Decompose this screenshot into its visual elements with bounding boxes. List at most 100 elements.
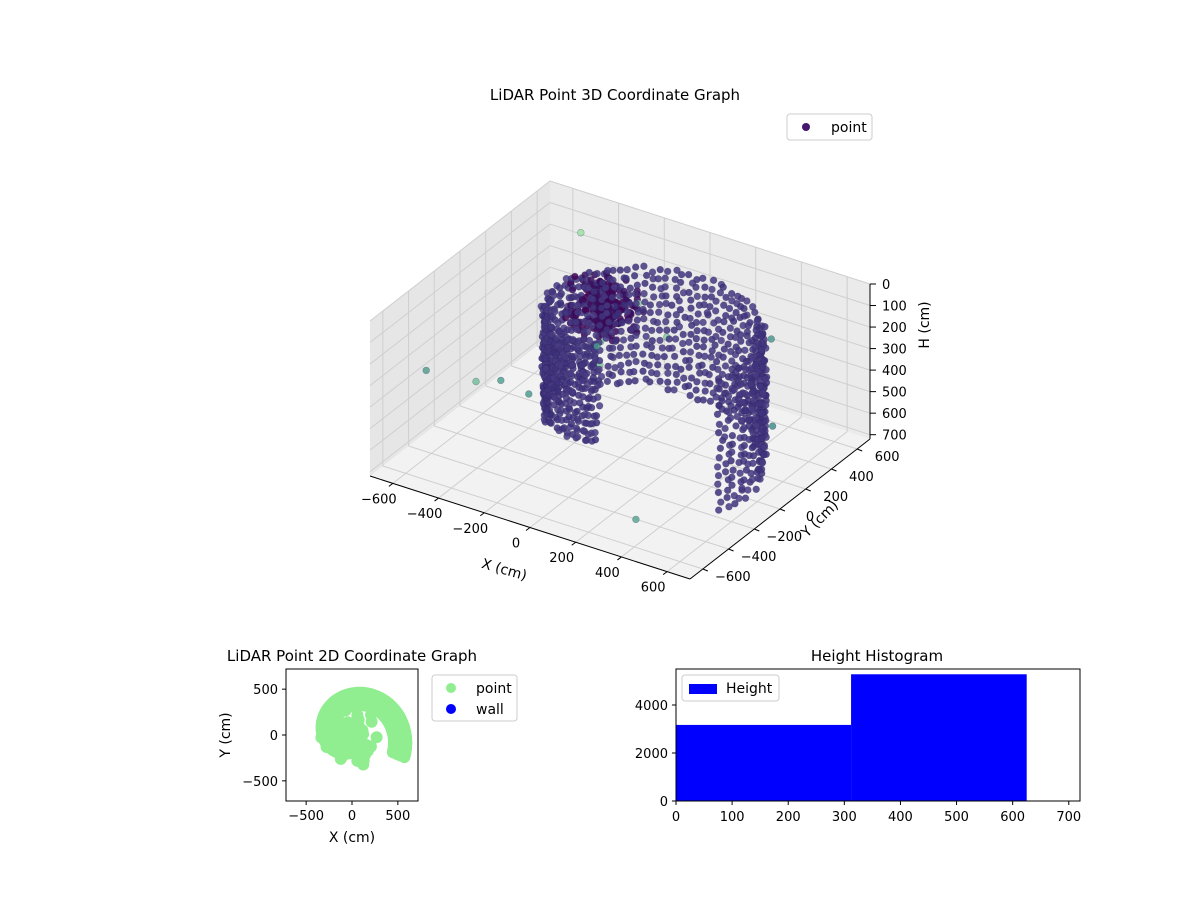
point-3d — [748, 389, 756, 397]
point-3d — [734, 364, 743, 372]
x-tick-3d — [479, 512, 485, 517]
x-tick-label-3d: −200 — [452, 522, 488, 537]
point-3d — [632, 323, 641, 331]
point-3d — [727, 289, 736, 298]
point-3d — [686, 314, 694, 323]
point-3d — [768, 422, 777, 430]
x-axis-label-2d: X (cm) — [329, 830, 375, 846]
point-3d — [561, 353, 569, 361]
chart-2d: LiDAR Point 2D Coordinate Graph −500 0 500… — [218, 647, 518, 846]
point-2d — [339, 704, 352, 717]
legend-histogram-swatch — [689, 684, 717, 694]
point-3d — [617, 327, 625, 335]
point-3d — [693, 327, 701, 335]
point-3d — [735, 346, 743, 355]
point-3d — [756, 382, 764, 390]
point-2d — [351, 754, 364, 767]
y-tick-label-2d: −500 — [242, 775, 278, 790]
point-3d — [713, 410, 722, 418]
grid-line-z-back — [549, 180, 871, 285]
point-3d — [701, 387, 709, 395]
point-3d — [597, 372, 606, 381]
point-3d — [685, 363, 693, 371]
y-tick-3d — [754, 528, 760, 532]
point-3d — [632, 357, 640, 366]
point-3d — [712, 357, 721, 366]
point-3d — [751, 334, 760, 342]
point-3d — [648, 326, 656, 335]
point-3d — [675, 323, 684, 331]
x-tick-label-3d: −600 — [361, 492, 397, 507]
point-3d — [760, 443, 769, 452]
point-3d — [684, 270, 693, 279]
point-3d — [616, 283, 625, 291]
point-3d — [721, 424, 729, 433]
point-3d — [740, 312, 748, 320]
y-tick-label-2d: 0 — [270, 729, 278, 744]
point-3d — [728, 440, 737, 448]
point-3d — [653, 353, 662, 361]
point-3d — [592, 412, 601, 420]
point-3d — [422, 366, 430, 375]
point-3d — [632, 331, 640, 339]
point-3d — [622, 351, 631, 359]
point-3d — [711, 341, 719, 349]
point-3d — [737, 337, 745, 345]
point-3d — [693, 342, 701, 350]
x-tick-label-2d: 0 — [348, 809, 356, 824]
point-3d — [640, 315, 648, 323]
point-3d — [758, 409, 766, 417]
y-axis-label-2d: Y (cm) — [218, 712, 234, 758]
point-3d — [573, 407, 581, 415]
point-3d — [662, 292, 670, 300]
point-3d — [703, 309, 711, 317]
point-3d — [543, 406, 551, 414]
legend-histogram-label: Height — [726, 681, 773, 697]
point-3d — [647, 343, 656, 351]
point-3d — [608, 293, 616, 302]
point-3d — [573, 301, 582, 310]
point-3d — [758, 363, 766, 371]
point-3d — [719, 283, 727, 291]
point-3d — [668, 344, 676, 352]
point-3d — [714, 471, 723, 480]
point-3d — [611, 319, 620, 328]
point-3d — [631, 377, 639, 385]
point-3d — [625, 300, 634, 308]
point-3d — [694, 310, 702, 318]
point-3d — [583, 328, 592, 336]
point-3d — [546, 418, 554, 427]
point-3d — [616, 378, 624, 387]
point-3d — [693, 378, 701, 386]
point-3d — [728, 481, 736, 489]
point-3d — [729, 466, 737, 474]
point-3d — [692, 335, 700, 343]
point-2d — [331, 735, 344, 748]
y-tick-label-3d: 400 — [849, 470, 874, 485]
point-3d — [593, 342, 601, 350]
point-3d — [568, 388, 577, 396]
point-3d — [661, 283, 669, 291]
point-3d — [756, 399, 764, 408]
point-3d — [656, 265, 664, 274]
point-3d — [565, 403, 573, 412]
point-3d — [630, 272, 639, 280]
point-3d — [687, 374, 696, 382]
point-2d — [315, 731, 328, 744]
point-3d — [566, 378, 575, 386]
legend-2d: point wall — [431, 674, 518, 722]
point-3d — [731, 500, 739, 508]
y-tick-label-histogram: 0 — [660, 795, 668, 810]
point-3d — [611, 302, 619, 310]
point-3d — [698, 361, 706, 369]
point-3d — [633, 281, 641, 289]
point-3d — [633, 316, 641, 324]
point-3d — [556, 299, 565, 307]
point-3d — [663, 267, 672, 276]
point-3d — [624, 359, 633, 367]
point-3d — [749, 459, 757, 467]
point-3d — [672, 311, 680, 319]
axes-3d: −600−400−2000200400600−600−400−200020040… — [361, 278, 907, 596]
point-3d — [646, 378, 654, 386]
point-3d — [581, 371, 589, 379]
